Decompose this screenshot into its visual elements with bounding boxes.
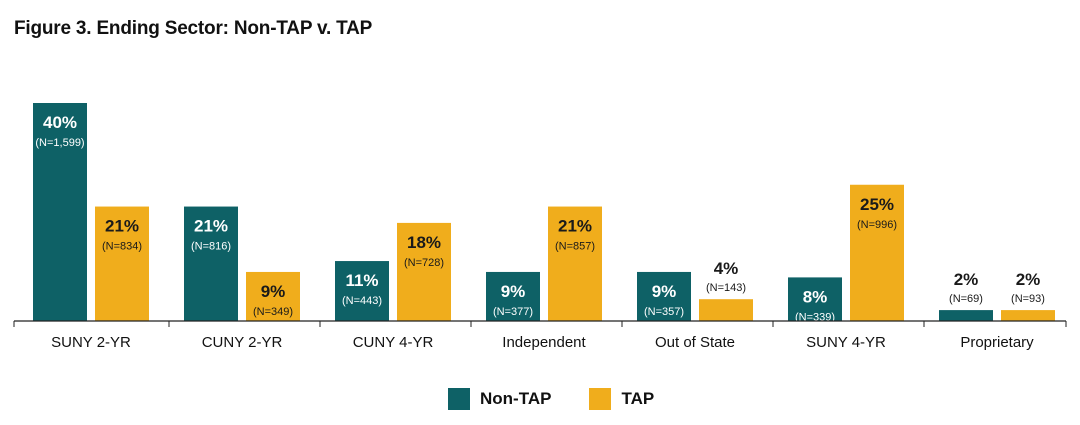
bar-out-of-state-non-tap [637,271,691,321]
data-label-proprietary-tap: 2% [1016,270,1041,289]
data-label-suny-4-yr-tap: 25% [860,195,894,214]
bar-suny-2-yr-tap [95,206,149,321]
legend-label-tap: TAP [621,389,655,408]
chart-title: Figure 3. Ending Sector: Non-TAP v. TAP [14,18,373,39]
bar-independent-non-tap [486,271,540,321]
category-label-independent: Independent [502,334,586,351]
bar-proprietary-tap [1001,310,1055,321]
n-label-cuny-2-yr-tap: (N=349) [253,306,293,318]
bar-independent-tap [548,206,602,321]
category-label-cuny-2-yr: CUNY 2-YR [202,334,283,351]
legend: Non-TAP TAP [448,388,692,410]
category-label-suny-4-yr: SUNY 4-YR [806,334,886,351]
category-label-cuny-4-yr: CUNY 4-YR [353,334,434,351]
legend-swatch-tap [589,388,612,410]
data-label-cuny-2-yr-non-tap: 21% [194,217,228,236]
bar-suny-2-yr-non-tap [33,103,87,321]
category-label-proprietary: Proprietary [960,334,1034,351]
n-label-suny-4-yr-tap: (N=996) [857,219,897,231]
n-label-suny-2-yr-non-tap: (N=1,599) [35,137,84,149]
bar-cuny-4-yr-non-tap [335,261,389,321]
n-label-cuny-2-yr-non-tap: (N=816) [191,241,231,253]
n-label-cuny-4-yr-non-tap: (N=443) [342,295,382,307]
n-label-proprietary-non-tap: (N=69) [949,293,983,305]
bar-cuny-4-yr-tap [397,222,451,321]
data-label-suny-2-yr-tap: 21% [105,217,139,236]
data-label-independent-non-tap: 9% [501,282,526,301]
legend-item-tap: TAP [589,388,654,410]
n-label-independent-tap: (N=857) [555,241,595,253]
data-label-independent-tap: 21% [558,217,592,236]
n-label-independent-non-tap: (N=377) [493,306,533,318]
data-label-cuny-2-yr-tap: 9% [261,282,286,301]
data-label-cuny-4-yr-tap: 18% [407,233,441,252]
n-label-proprietary-tap: (N=93) [1011,293,1045,305]
n-label-suny-2-yr-tap: (N=834) [102,241,142,253]
data-label-suny-2-yr-non-tap: 40% [43,113,77,132]
data-label-out-of-state-non-tap: 9% [652,282,677,301]
n-label-out-of-state-tap: (N=143) [706,282,746,294]
category-label-suny-2-yr: SUNY 2-YR [51,334,131,351]
bar-suny-4-yr-tap [850,184,904,321]
legend-item-non-tap: Non-TAP [448,388,551,410]
category-label-out-of-state: Out of State [655,334,735,351]
data-label-out-of-state-tap: 4% [714,259,739,278]
bar-out-of-state-tap [699,299,753,321]
bar-cuny-2-yr-tap [246,271,300,321]
bar-chart: 40% (N=1,599) 21% (N=834) SUNY 2-YR 21% (N=816… [13,103,1067,351]
bar-proprietary-non-tap [939,310,993,321]
bar-suny-4-yr-non-tap [788,277,842,321]
data-label-proprietary-non-tap: 2% [954,270,979,289]
data-label-cuny-4-yr-non-tap: 11% [345,271,378,290]
legend-swatch-non-tap [448,388,470,410]
n-label-out-of-state-non-tap: (N=357) [644,306,684,318]
legend-label-non-tap: Non-TAP [480,389,552,408]
n-label-cuny-4-yr-tap: (N=728) [404,257,444,269]
bar-cuny-2-yr-non-tap [184,206,238,321]
data-label-suny-4-yr-non-tap: 8% [803,287,828,306]
